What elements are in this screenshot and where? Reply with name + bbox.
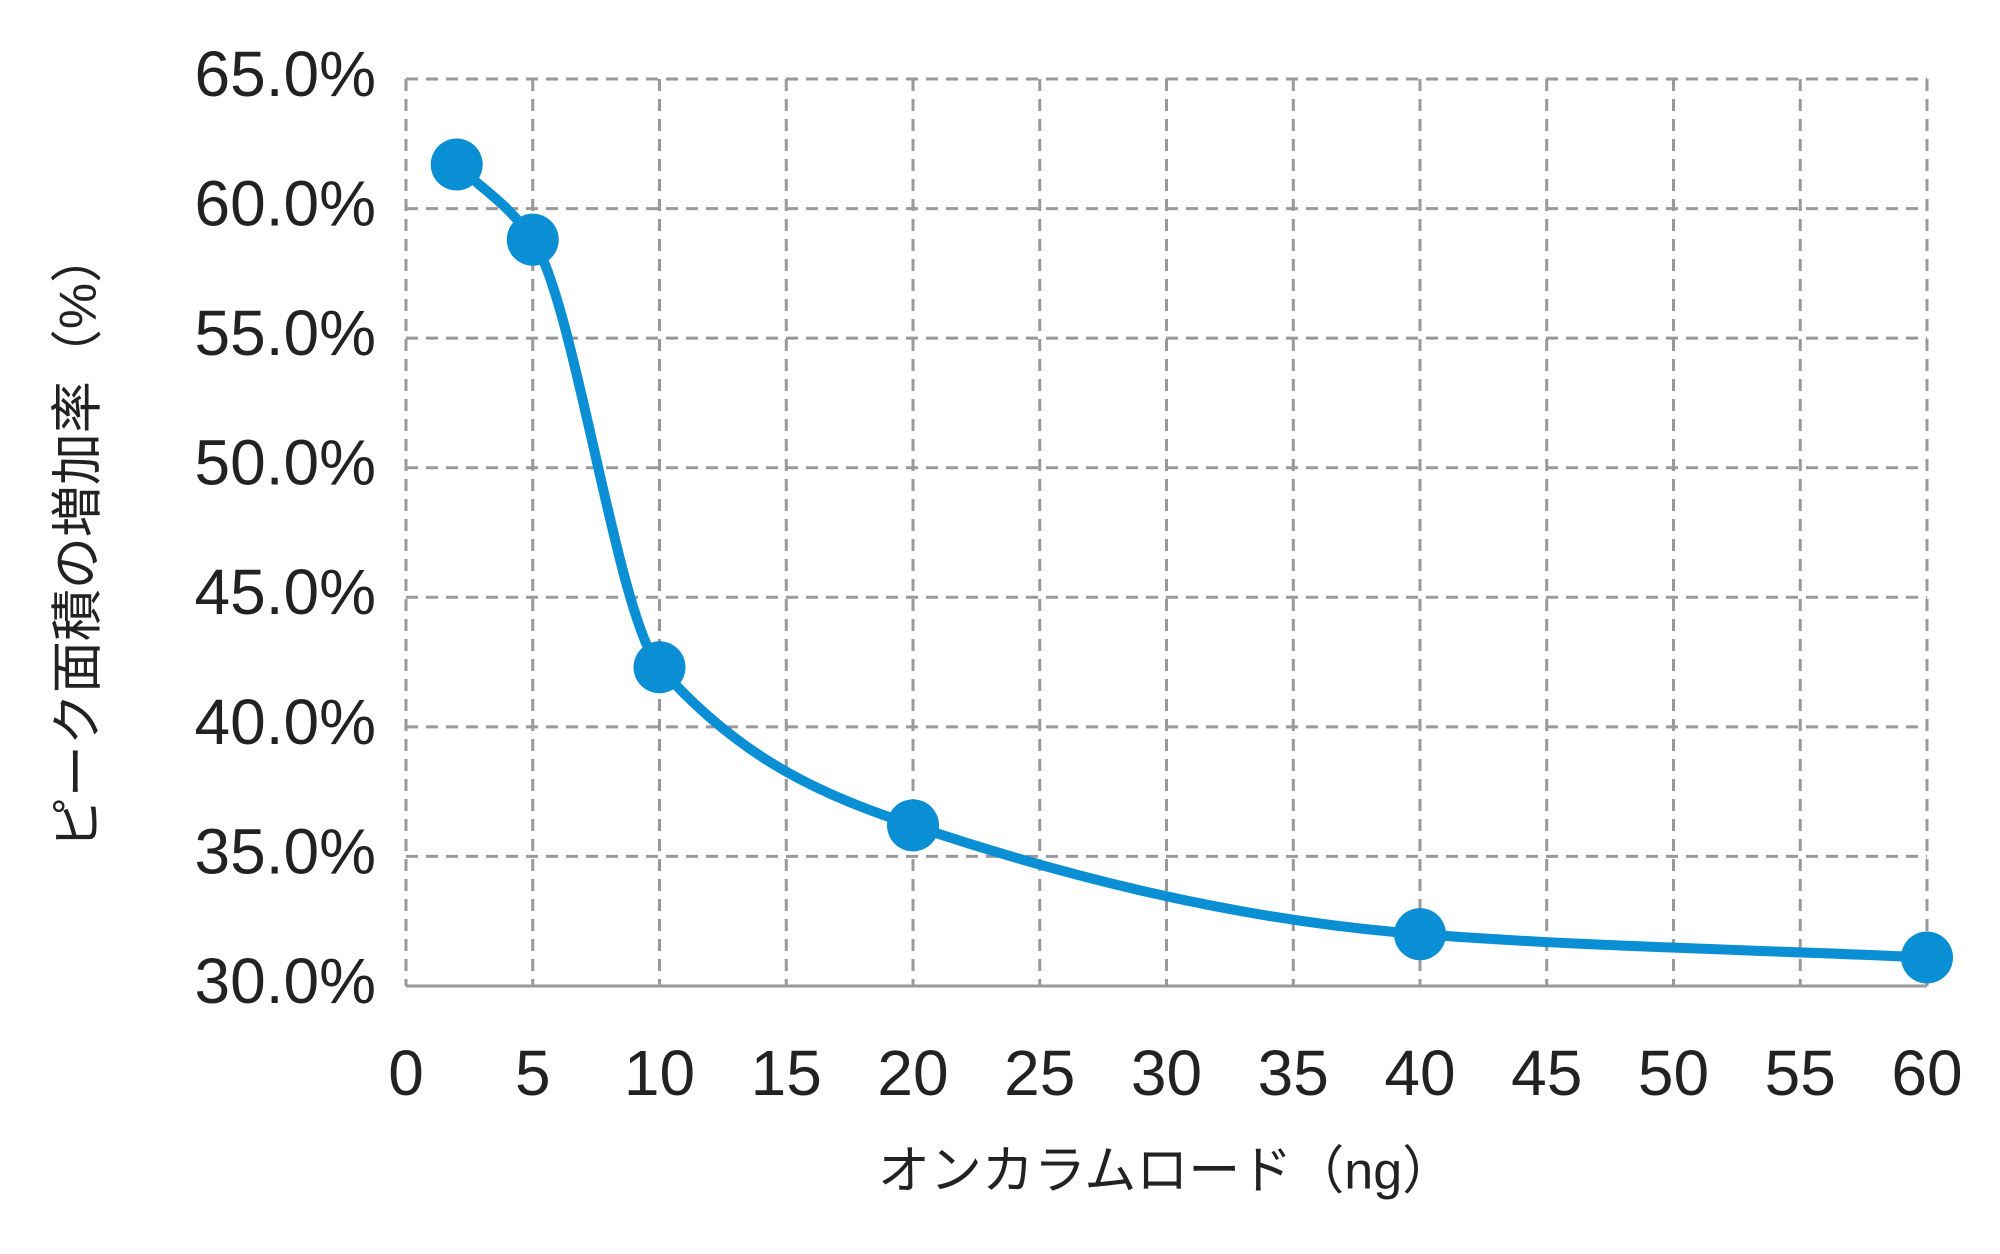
y-tick-label: 50.0% (195, 427, 376, 499)
y-tick-label: 65.0% (195, 38, 376, 110)
y-tick-label: 35.0% (195, 815, 376, 887)
x-axis-title: オンカラムロード（ng） (878, 1143, 1454, 1201)
x-tick-label: 60 (1891, 1037, 1962, 1109)
line-series (453, 160, 1928, 963)
y-tick-label: 30.0% (195, 945, 376, 1017)
x-tick-label: 0 (388, 1037, 424, 1109)
x-tick-label: 35 (1258, 1037, 1329, 1109)
x-tick-label: 15 (751, 1037, 822, 1109)
x-tick-label: 5 (515, 1037, 551, 1109)
x-tick-label: 50 (1638, 1037, 1709, 1109)
data-point (1394, 908, 1446, 961)
x-tick-label: 10 (624, 1037, 695, 1109)
x-tick-label: 45 (1511, 1037, 1582, 1109)
data-point (633, 641, 686, 694)
data-point (506, 213, 559, 266)
data-point (1901, 931, 1953, 984)
x-tick-label: 55 (1765, 1037, 1836, 1109)
y-tick-label: 40.0% (195, 686, 376, 758)
x-tick-label: 40 (1384, 1037, 1455, 1109)
data-point (887, 799, 939, 852)
x-tick-label: 25 (1004, 1037, 1075, 1109)
x-tick-label: 30 (1131, 1037, 1202, 1109)
y-tick-label: 45.0% (195, 556, 376, 628)
data-point (430, 138, 483, 191)
y-tick-label: 55.0% (195, 297, 376, 369)
y-axis-title: ピーク面積の増加率（%） (50, 231, 108, 849)
y-tick-label: 60.0% (195, 167, 376, 239)
x-tick-label: 20 (877, 1037, 948, 1109)
